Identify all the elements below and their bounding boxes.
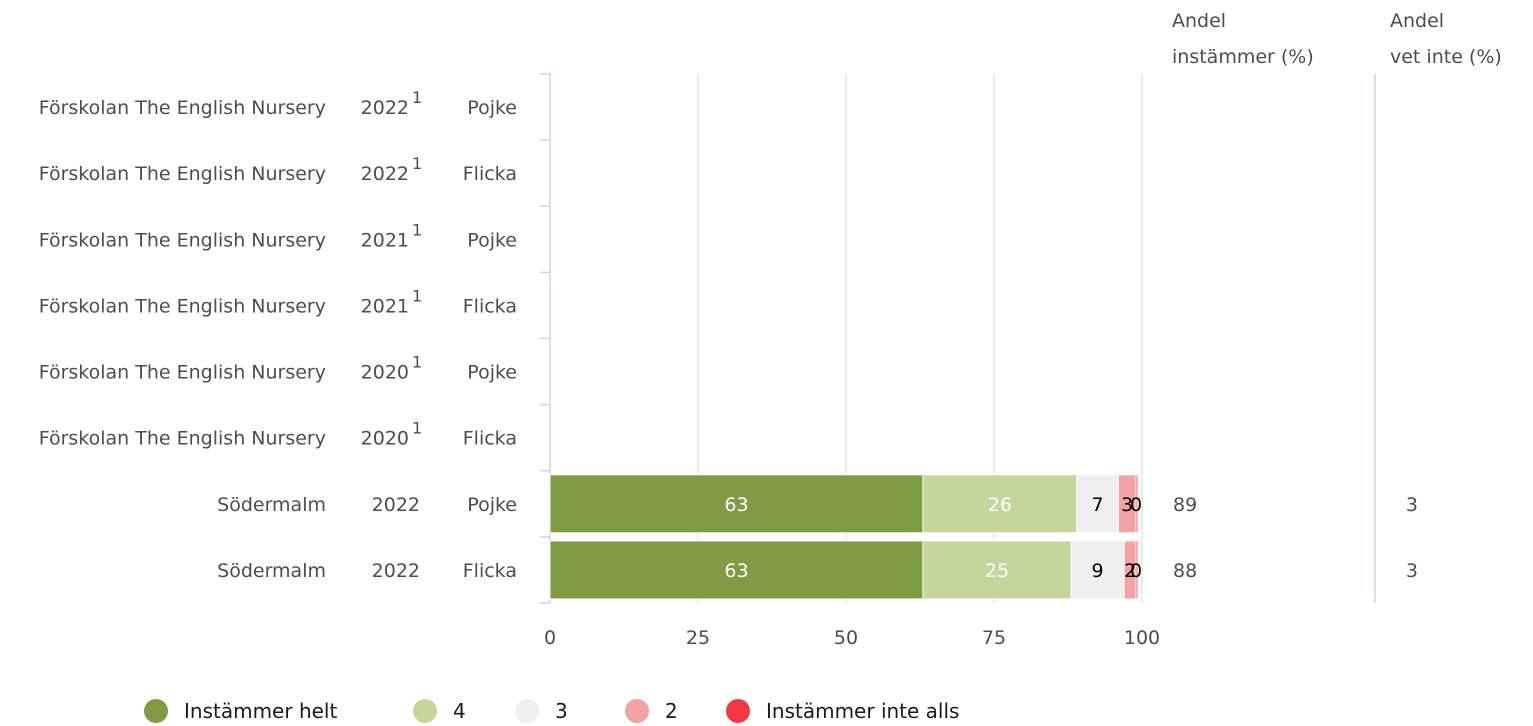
bar-data-label: 0 [1130, 494, 1142, 516]
x-tick-label: 100 [1124, 627, 1160, 649]
row-unit-label: Förskolan The English Nursery [39, 295, 326, 317]
legend: Instämmer helt 4 3 2 Instämmer inte alls [144, 699, 959, 723]
andel-instammer-value: 89 [1173, 494, 1197, 516]
bar-data-label: 63 [724, 494, 748, 516]
legend-label[interactable]: Instämmer inte alls [766, 699, 959, 723]
column-headers: Andel instämmer (%) Andel vet inte (%) [1172, 10, 1502, 68]
x-tick-label: 75 [982, 627, 1006, 649]
bar-data-label: 63 [724, 560, 748, 582]
legend-label[interactable]: 4 [453, 699, 466, 723]
side-values: 89 3 88 3 [1173, 494, 1418, 582]
row-unit-label: Södermalm [217, 560, 326, 582]
row-gender-label: Pojke [467, 494, 517, 516]
legend-marker [625, 699, 649, 723]
bar-data-label: 0 [1130, 560, 1142, 582]
legend-label[interactable]: 3 [555, 699, 568, 723]
x-tick-label: 0 [544, 627, 556, 649]
bar-data-label: 2 [1124, 560, 1136, 582]
legend-marker [515, 699, 539, 723]
x-tick-label: 25 [686, 627, 710, 649]
bar-data-label: 3 [1121, 494, 1133, 516]
andel-vet-inte-value: 3 [1406, 560, 1418, 582]
x-tick-label: 50 [834, 627, 858, 649]
legend-marker [144, 699, 168, 723]
bar-data-label: 9 [1092, 560, 1104, 582]
category-axis [540, 73, 551, 604]
row-gender-label: Flicka [463, 428, 517, 450]
bar-segment [549, 540, 924, 600]
andel-instammer-header-line2: instämmer (%) [1172, 46, 1314, 68]
row-footnote-mark: 1 [412, 353, 422, 372]
row-year-label: 2022 [361, 163, 409, 185]
andel-vet-inte-header-line1: Andel [1390, 10, 1444, 32]
andel-instammer-value: 88 [1173, 560, 1197, 582]
andel-instammer-header-line1: Andel [1172, 10, 1226, 32]
bar-segment [549, 474, 924, 534]
bar-segment [1135, 474, 1139, 534]
bar-data-label: 26 [988, 494, 1012, 516]
bar-data-label: 7 [1092, 494, 1104, 516]
row-unit-label: Förskolan The English Nursery [39, 362, 326, 384]
row-footnote-mark: 1 [412, 154, 422, 173]
row-gender-label: Pojke [467, 97, 517, 119]
row-unit-label: Förskolan The English Nursery [39, 428, 326, 450]
andel-vet-inte-header-line2: vet inte (%) [1390, 46, 1502, 68]
row-gender-label: Flicka [463, 295, 517, 317]
row-gender-label: Flicka [463, 163, 517, 185]
row-gender-label: Flicka [463, 560, 517, 582]
row-unit-label: Förskolan The English Nursery [39, 97, 326, 119]
legend-label[interactable]: Instämmer helt [184, 699, 337, 723]
row-footnote-mark: 1 [412, 419, 422, 438]
row-gender-label: Pojke [467, 362, 517, 384]
row-year-label: 2021 [361, 295, 409, 317]
row-footnote-mark: 1 [412, 88, 422, 107]
row-footnote-mark: 1 [412, 220, 422, 239]
row-unit-label: Södermalm [217, 494, 326, 516]
row-year-label: 2022 [372, 560, 420, 582]
andel-vet-inte-value: 3 [1406, 494, 1418, 516]
row-unit-label: Förskolan The English Nursery [39, 229, 326, 251]
legend-marker [726, 699, 750, 723]
legend-marker [413, 699, 437, 723]
row-unit-label: Förskolan The English Nursery [39, 163, 326, 185]
bar-segment [1135, 540, 1139, 600]
bar-data-label: 25 [985, 560, 1009, 582]
row-year-label: 2022 [361, 97, 409, 119]
row-footnote-mark: 1 [412, 286, 422, 305]
legend-label[interactable]: 2 [665, 699, 678, 723]
row-year-label: 2020 [361, 362, 409, 384]
row-gender-label: Pojke [467, 229, 517, 251]
row-year-label: 2022 [372, 494, 420, 516]
row-labels: Förskolan The English Nursery 2022 1 PojkeF… [39, 88, 517, 582]
x-tick-labels: 0 25 50 75 100 [544, 627, 1160, 649]
row-year-label: 2021 [361, 229, 409, 251]
bar-segment [1070, 540, 1125, 600]
row-year-label: 2020 [361, 428, 409, 450]
